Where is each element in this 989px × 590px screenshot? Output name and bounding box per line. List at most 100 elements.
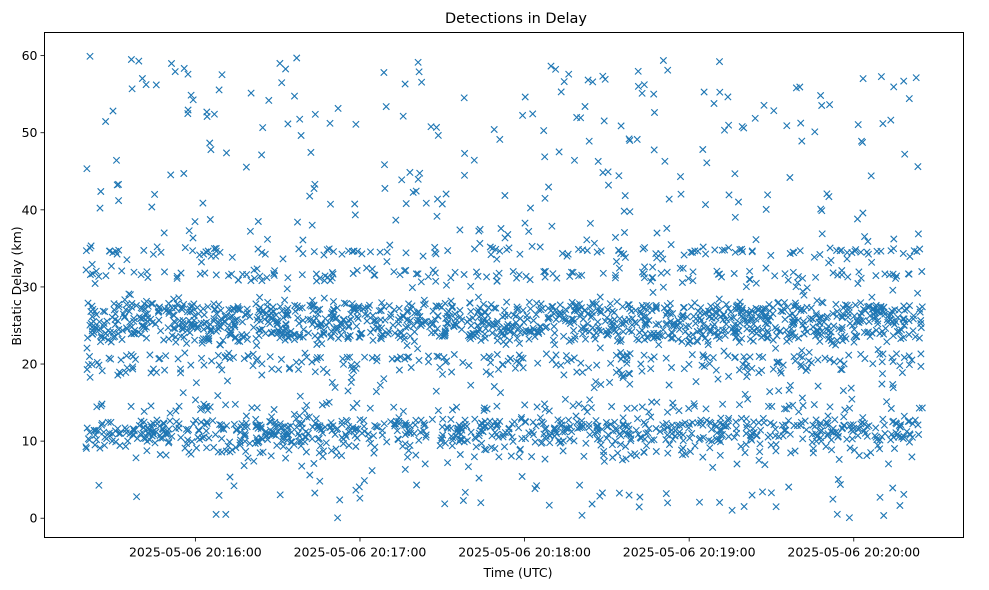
data-point [115, 300, 123, 308]
data-point [299, 333, 307, 341]
data-point [533, 299, 541, 307]
data-point [606, 378, 614, 386]
data-point [876, 445, 884, 453]
data-point [781, 270, 789, 278]
data-point [784, 417, 793, 425]
data-point [816, 337, 824, 345]
data-point [255, 332, 263, 340]
data-point [872, 272, 880, 280]
data-point [735, 401, 744, 409]
data-point [486, 370, 494, 378]
data-point [857, 137, 866, 145]
data-point [130, 329, 138, 337]
data-point [676, 264, 684, 272]
data-point [617, 440, 625, 448]
data-point [394, 355, 402, 363]
data-point [95, 481, 103, 489]
data-point [813, 433, 821, 441]
data-point [250, 323, 258, 331]
data-point [770, 421, 778, 429]
data-point [597, 380, 605, 389]
data-point [316, 422, 324, 430]
data-point [93, 358, 101, 366]
data-point [173, 272, 181, 280]
data-point [839, 387, 847, 395]
data-point [473, 329, 481, 338]
data-point [547, 62, 555, 70]
data-point [500, 443, 509, 451]
data-point [580, 404, 589, 412]
data-point [505, 424, 513, 432]
data-point [271, 421, 280, 429]
data-point [538, 438, 546, 446]
data-point [638, 367, 646, 375]
data-point [603, 434, 611, 442]
data-point [766, 388, 774, 396]
data-point [702, 405, 710, 413]
data-point [239, 333, 247, 341]
data-point [782, 421, 790, 429]
data-point [435, 332, 443, 340]
data-point [771, 272, 779, 280]
data-point [906, 431, 914, 439]
data-point [667, 363, 676, 372]
data-point [717, 312, 725, 321]
data-point [818, 298, 826, 306]
data-point [917, 362, 925, 370]
data-point [404, 323, 412, 331]
data-point [394, 435, 402, 443]
data-point [95, 318, 103, 326]
data-point [875, 307, 883, 315]
data-point [508, 433, 516, 441]
data-point [593, 248, 601, 256]
data-point [563, 424, 571, 432]
data-point [645, 408, 653, 416]
data-point [485, 304, 493, 312]
data-point [889, 484, 897, 492]
data-point [776, 327, 784, 335]
data-point [552, 351, 560, 359]
data-point [687, 303, 695, 311]
data-point [334, 334, 342, 342]
data-point [439, 415, 447, 423]
data-point [192, 444, 201, 452]
data-point [857, 274, 865, 282]
data-point [900, 432, 908, 440]
data-point [370, 271, 378, 279]
data-point [650, 436, 658, 444]
data-point [516, 445, 524, 453]
data-point [759, 326, 767, 334]
data-point [802, 426, 810, 434]
data-point [274, 317, 282, 325]
data-point [559, 447, 567, 455]
data-point [731, 213, 739, 221]
data-point [406, 332, 414, 340]
data-point [354, 304, 362, 312]
data-point [825, 193, 833, 201]
data-point [132, 301, 140, 310]
data-point [883, 398, 891, 406]
data-point [656, 427, 664, 436]
data-point [433, 325, 441, 333]
data-point [402, 266, 410, 274]
data-point [632, 426, 640, 434]
data-point [189, 234, 197, 242]
data-point [869, 360, 877, 368]
data-point [101, 433, 109, 441]
data-point [142, 334, 151, 342]
data-point [432, 277, 440, 285]
data-point [612, 257, 621, 266]
data-point [557, 88, 565, 96]
data-point [83, 165, 91, 173]
data-point [151, 190, 159, 198]
data-point [755, 419, 763, 427]
data-point [725, 414, 733, 422]
data-point [234, 276, 242, 284]
data-point [405, 353, 413, 361]
data-point [843, 255, 851, 263]
data-point [854, 432, 862, 440]
data-point [443, 320, 452, 328]
data-point [616, 315, 624, 323]
data-point [664, 499, 672, 507]
data-point [456, 450, 464, 459]
